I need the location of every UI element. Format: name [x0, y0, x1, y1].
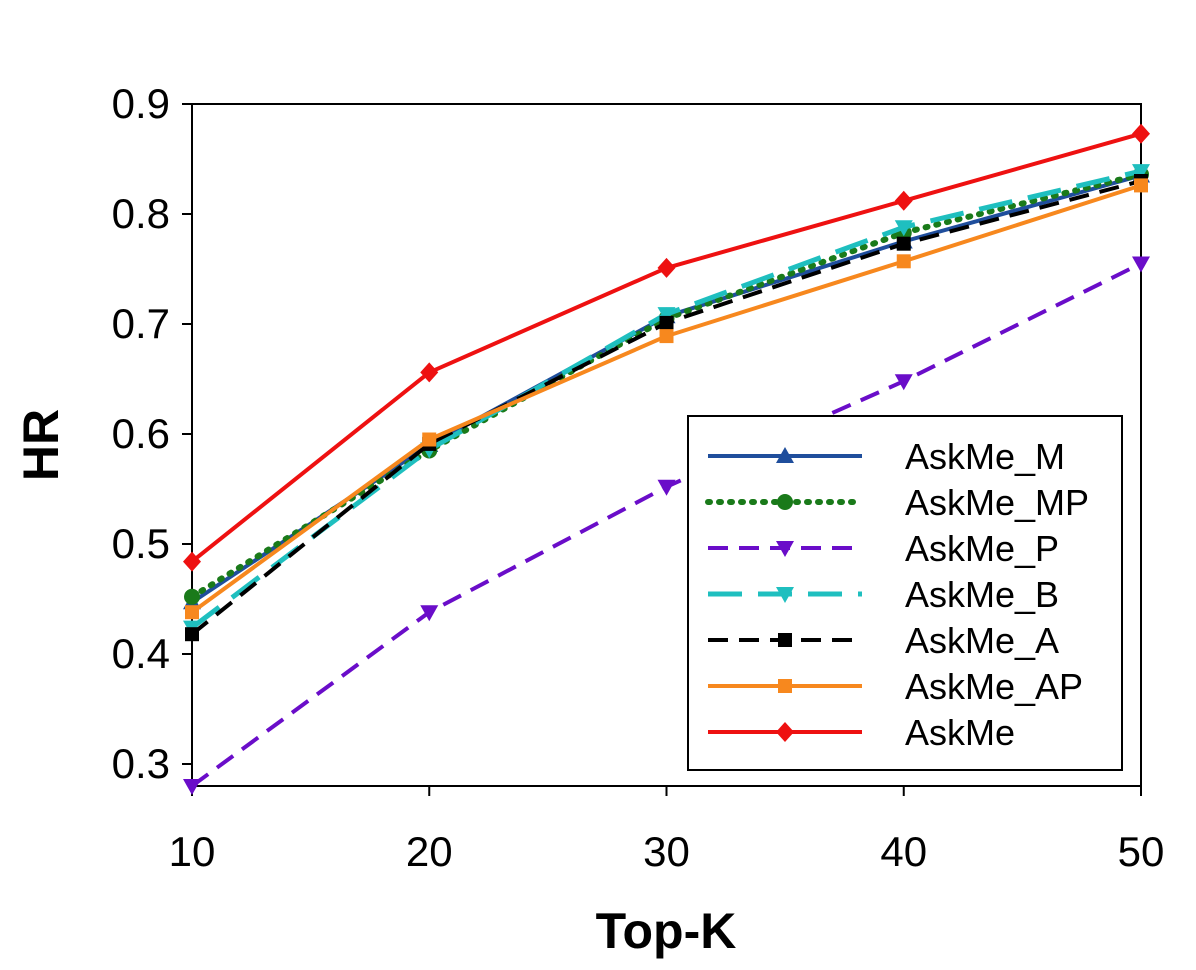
- legend-label: AskMe: [905, 712, 1015, 753]
- legend-swatch-marker: [777, 494, 793, 510]
- legend-swatch-marker: [778, 679, 792, 693]
- data-point: [894, 374, 913, 391]
- data-point: [657, 479, 676, 496]
- data-point: [185, 605, 199, 620]
- x-tick-label: 10: [169, 828, 216, 875]
- x-tick-label: 30: [643, 828, 690, 875]
- legend-swatch-marker: [776, 587, 794, 603]
- data-point: [422, 432, 437, 447]
- y-axis: 0.3 0.4 0.5 0.6 0.7 0.8 0.9: [112, 80, 192, 787]
- data-point: [420, 605, 439, 622]
- legend-label: AskMe_MP: [905, 482, 1089, 523]
- y-tick-label: 0.4: [112, 630, 170, 677]
- y-tick-label: 0.9: [112, 80, 170, 127]
- y-tick-label: 0.8: [112, 190, 170, 237]
- y-tick-label: 0.5: [112, 520, 170, 567]
- y-tick-label: 0.7: [112, 300, 170, 347]
- legend-item: AskMe_P: [708, 528, 1059, 569]
- x-tick-label: 20: [406, 828, 453, 875]
- series-askme: [183, 123, 1150, 572]
- data-point: [894, 190, 913, 211]
- legend-item: AskMe_A: [708, 620, 1059, 661]
- legend-item: AskMe_AP: [708, 666, 1083, 707]
- data-point: [659, 315, 674, 330]
- x-tick-label: 50: [1118, 828, 1165, 875]
- legend-label: AskMe_M: [905, 436, 1065, 477]
- data-point: [1132, 123, 1150, 144]
- legend-item: AskMe_MP: [705, 482, 1089, 523]
- y-axis-title: HR: [13, 409, 69, 481]
- legend-item: AskMe: [708, 712, 1015, 753]
- y-tick-label: 0.3: [112, 740, 170, 787]
- data-point: [1134, 178, 1148, 193]
- series-askme-p: [183, 256, 1150, 795]
- y-tick-label: 0.6: [112, 410, 170, 457]
- series-layer: [183, 123, 1150, 795]
- data-point: [1132, 256, 1150, 273]
- data-point: [420, 362, 439, 383]
- legend-item: AskMe_M: [708, 436, 1065, 477]
- data-point: [183, 779, 201, 795]
- data-point: [657, 257, 676, 278]
- data-point: [894, 220, 913, 237]
- x-axis: 10 20 30 40 50: [169, 786, 1165, 875]
- legend-label: AskMe_B: [905, 574, 1059, 615]
- data-point: [659, 329, 674, 344]
- legend-swatch-marker: [776, 541, 794, 557]
- data-point: [657, 307, 676, 324]
- legend-label: AskMe_P: [905, 528, 1059, 569]
- data-point: [183, 551, 201, 572]
- data-point: [896, 254, 911, 269]
- x-tick-label: 40: [880, 828, 927, 875]
- legend-label: AskMe_A: [905, 620, 1059, 661]
- legend-swatch-marker: [778, 633, 792, 647]
- data-point: [185, 627, 199, 642]
- legend-item: AskMe_B: [708, 574, 1059, 615]
- data-point: [896, 236, 911, 251]
- data-point: [184, 588, 200, 605]
- legend: AskMe_M AskMe_MP AskMe_P AskMe_B AskMe_A AskM…: [687, 415, 1123, 771]
- legend-label: AskMe_AP: [905, 666, 1083, 707]
- data-point: [1132, 164, 1150, 181]
- series-askme-ap: [185, 178, 1148, 620]
- legend-swatch-marker: [776, 722, 794, 742]
- legend-swatch-marker: [776, 447, 794, 463]
- x-axis-title: Top-K: [596, 903, 737, 959]
